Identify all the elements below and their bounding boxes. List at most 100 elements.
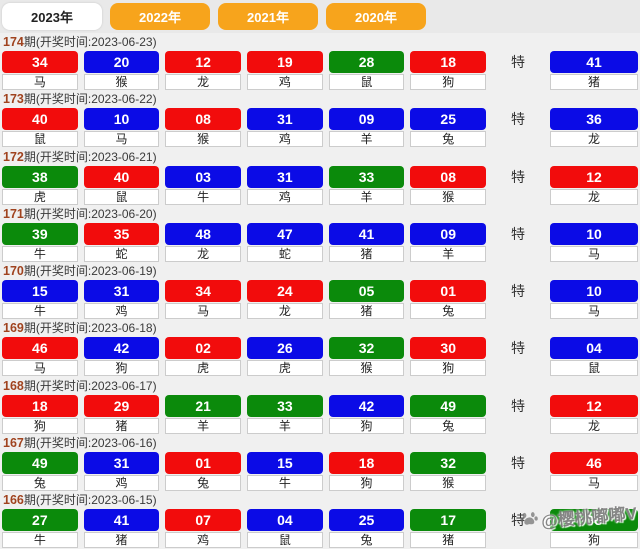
ball-number: 18 bbox=[328, 452, 405, 475]
special-label: 特 bbox=[511, 340, 526, 357]
ball-number: 30 bbox=[410, 337, 487, 360]
ball-cell: 10 马 bbox=[550, 280, 639, 320]
year-tab-label: 2020年 bbox=[355, 10, 397, 25]
draw-header: 170期(开奖时间:2023-06-19) bbox=[0, 264, 640, 278]
year-tab-2023[interactable]: 2023年 bbox=[2, 3, 102, 30]
ball-cell: 04 鼠 bbox=[550, 337, 639, 377]
draw-balls: 34 马 20 猴 12 龙 19 鸡 28 鼠 18 狗 特 41 猪 bbox=[0, 49, 640, 90]
ball-number: 34 bbox=[165, 280, 242, 303]
draw-row: 169期(开奖时间:2023-06-18) 46 马 42 狗 02 虎 26 … bbox=[0, 319, 640, 377]
ball-zodiac: 鼠 bbox=[83, 188, 160, 205]
ball-cell: 19 鸡 bbox=[247, 51, 323, 90]
ball-cell: 31 鸡 bbox=[83, 280, 160, 320]
ball-zodiac: 羊 bbox=[410, 245, 487, 262]
ball-number: 31 bbox=[83, 280, 160, 303]
ball-zodiac: 鸡 bbox=[83, 303, 160, 320]
ball-cell: 48 龙 bbox=[165, 222, 242, 262]
ball-cell: 24 龙 bbox=[247, 280, 323, 320]
ball-cell: 30 狗 bbox=[410, 337, 487, 377]
draw-row: 171期(开奖时间:2023-06-20) 39 牛 35 蛇 48 龙 47 … bbox=[0, 205, 640, 262]
ball-number: 35 bbox=[83, 222, 160, 245]
draw-time: 期(开奖时间:2023-06-17) bbox=[23, 378, 157, 393]
ball-number: 46 bbox=[2, 337, 78, 360]
ball-zodiac: 狗 bbox=[83, 360, 160, 377]
ball-cell: 39 牛 bbox=[2, 222, 78, 262]
ball-cell: 06 狗 bbox=[550, 509, 639, 549]
draw-time: 期(开奖时间:2023-06-21) bbox=[23, 149, 157, 164]
ball-zodiac: 猪 bbox=[83, 532, 160, 549]
ball-number: 33 bbox=[247, 394, 323, 417]
ball-cell: 10 马 bbox=[550, 222, 639, 262]
draw-row: 172期(开奖时间:2023-06-21) 38 虎 40 鼠 03 牛 31 … bbox=[0, 148, 640, 205]
draw-period: 172 bbox=[3, 149, 24, 164]
ball-number: 41 bbox=[83, 509, 160, 532]
ball-zodiac: 羊 bbox=[328, 131, 405, 148]
special-label: 特 bbox=[511, 512, 526, 529]
ball-number: 42 bbox=[328, 394, 405, 417]
ball-number: 15 bbox=[247, 452, 323, 475]
ball-cell: 27 牛 bbox=[2, 509, 78, 549]
ball-cell: 49 兔 bbox=[410, 394, 487, 434]
draw-time: 期(开奖时间:2023-06-16) bbox=[23, 436, 157, 451]
ball-number: 46 bbox=[550, 452, 639, 475]
ball-zodiac: 猪 bbox=[328, 303, 405, 320]
ball-number: 25 bbox=[328, 509, 405, 532]
ball-number: 49 bbox=[410, 394, 487, 417]
ball-zodiac: 马 bbox=[2, 360, 78, 377]
ball-number: 48 bbox=[165, 222, 242, 245]
ball-number: 10 bbox=[550, 280, 639, 303]
draw-period: 170 bbox=[3, 264, 24, 279]
ball-number: 02 bbox=[165, 337, 242, 360]
draw-time: 期(开奖时间:2023-06-23) bbox=[23, 35, 157, 49]
ball-number: 32 bbox=[328, 337, 405, 360]
ball-number: 21 bbox=[165, 394, 242, 417]
draw-period: 171 bbox=[3, 206, 24, 221]
ball-cell: 46 马 bbox=[550, 452, 639, 492]
ball-zodiac: 鸡 bbox=[165, 532, 242, 549]
ball-cell: 08 猴 bbox=[410, 165, 487, 205]
ball-cell: 31 鸡 bbox=[83, 452, 160, 492]
ball-number: 29 bbox=[83, 394, 160, 417]
ball-number: 01 bbox=[410, 280, 487, 303]
ball-zodiac: 兔 bbox=[328, 532, 405, 549]
ball-number: 32 bbox=[410, 452, 487, 475]
ball-cell: 46 马 bbox=[2, 337, 78, 377]
special-label: 特 bbox=[511, 54, 526, 70]
ball-number: 12 bbox=[165, 51, 242, 73]
ball-number: 18 bbox=[410, 51, 487, 73]
ball-number: 08 bbox=[165, 108, 242, 131]
draw-header: 171期(开奖时间:2023-06-20) bbox=[0, 207, 640, 221]
ball-number: 24 bbox=[247, 280, 323, 303]
year-tab-2022[interactable]: 2022年 bbox=[110, 3, 210, 30]
ball-number: 07 bbox=[165, 509, 242, 532]
year-tab-2021[interactable]: 2021年 bbox=[218, 3, 318, 30]
draw-period: 166 bbox=[3, 493, 24, 508]
year-tab-2020[interactable]: 2020年 bbox=[326, 3, 426, 30]
draw-balls: 40 鼠 10 马 08 猴 31 鸡 09 羊 25 兔 特 36 龙 bbox=[0, 106, 640, 148]
ball-cell: 10 马 bbox=[83, 108, 160, 148]
ball-cell: 26 虎 bbox=[247, 337, 323, 377]
ball-number: 19 bbox=[247, 51, 323, 73]
ball-number: 31 bbox=[247, 165, 323, 188]
ball-number: 26 bbox=[247, 337, 323, 360]
ball-number: 40 bbox=[2, 108, 78, 131]
ball-zodiac: 狗 bbox=[550, 532, 639, 549]
ball-cell: 09 羊 bbox=[328, 108, 405, 148]
ball-zodiac: 虎 bbox=[165, 360, 242, 377]
ball-cell: 41 猪 bbox=[328, 222, 405, 262]
ball-number: 03 bbox=[165, 165, 242, 188]
draw-balls: 39 牛 35 蛇 48 龙 47 蛇 41 猪 09 羊 特 10 马 bbox=[0, 221, 640, 262]
ball-number: 31 bbox=[83, 452, 160, 475]
ball-cell: 47 蛇 bbox=[247, 222, 323, 262]
ball-number: 05 bbox=[328, 280, 405, 303]
ball-cell: 41 猪 bbox=[550, 51, 639, 90]
ball-number: 49 bbox=[2, 452, 78, 475]
year-tab-label: 2022年 bbox=[139, 10, 181, 25]
ball-cell: 12 龙 bbox=[550, 165, 639, 205]
draw-time: 期(开奖时间:2023-06-18) bbox=[23, 321, 157, 336]
ball-zodiac: 龙 bbox=[550, 188, 639, 205]
draw-header: 172期(开奖时间:2023-06-21) bbox=[0, 150, 640, 164]
ball-number: 09 bbox=[328, 108, 405, 131]
ball-cell: 07 鸡 bbox=[165, 509, 242, 549]
year-tab-label: 2023年 bbox=[31, 10, 73, 25]
